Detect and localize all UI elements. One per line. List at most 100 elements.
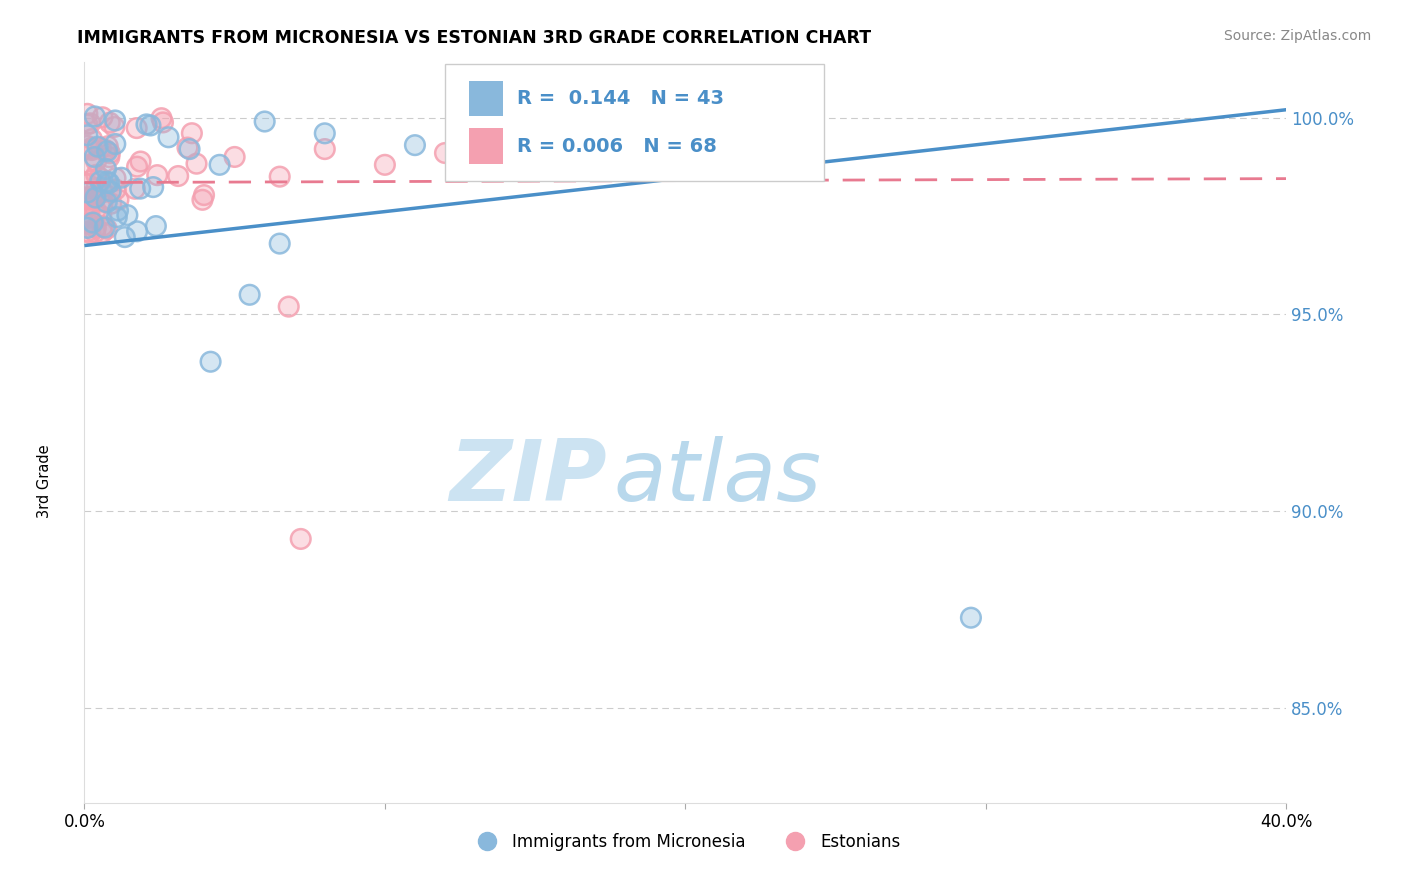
Point bbox=[98, 150, 121, 164]
Point bbox=[135, 117, 157, 131]
Point bbox=[290, 532, 312, 546]
Bar bbox=[470, 128, 503, 164]
Point bbox=[167, 169, 190, 183]
Point bbox=[84, 225, 107, 239]
Point bbox=[79, 217, 101, 231]
Point bbox=[80, 192, 103, 206]
Point bbox=[80, 192, 103, 206]
Point bbox=[150, 112, 173, 126]
Point bbox=[79, 217, 101, 231]
Point bbox=[146, 168, 169, 182]
Point bbox=[84, 154, 107, 169]
Point bbox=[89, 170, 111, 185]
Point bbox=[80, 173, 103, 187]
Bar bbox=[470, 81, 503, 117]
Point bbox=[142, 180, 165, 194]
Point bbox=[100, 185, 122, 199]
Point bbox=[76, 221, 98, 235]
Point bbox=[152, 115, 174, 129]
Point bbox=[96, 195, 118, 210]
Point bbox=[129, 181, 152, 195]
Point bbox=[89, 170, 111, 185]
Point bbox=[404, 138, 426, 153]
Point bbox=[76, 107, 98, 121]
Point bbox=[94, 143, 117, 157]
Point bbox=[94, 220, 117, 235]
Point bbox=[114, 230, 136, 244]
Point bbox=[77, 211, 100, 225]
Point bbox=[434, 146, 457, 161]
Point bbox=[82, 216, 104, 230]
Point bbox=[139, 119, 162, 133]
Point bbox=[193, 188, 215, 202]
Point bbox=[91, 186, 114, 200]
Point bbox=[104, 182, 127, 196]
Point bbox=[239, 287, 262, 301]
Point bbox=[91, 226, 114, 240]
Point bbox=[314, 142, 336, 156]
Point bbox=[84, 168, 107, 182]
Point bbox=[167, 169, 190, 183]
Point bbox=[434, 146, 457, 161]
Point bbox=[76, 186, 98, 200]
Point bbox=[89, 174, 111, 188]
Point bbox=[86, 139, 108, 153]
Point bbox=[960, 610, 983, 624]
Point bbox=[374, 158, 396, 172]
Point bbox=[91, 110, 114, 124]
Point bbox=[80, 173, 103, 187]
Point bbox=[100, 184, 122, 198]
Point bbox=[127, 224, 149, 238]
Point bbox=[180, 126, 202, 140]
Point bbox=[79, 207, 101, 221]
Point bbox=[90, 141, 112, 155]
Text: R =  0.144   N = 43: R = 0.144 N = 43 bbox=[517, 89, 724, 108]
Text: Source: ZipAtlas.com: Source: ZipAtlas.com bbox=[1223, 29, 1371, 43]
Point bbox=[96, 145, 118, 159]
Point bbox=[129, 154, 152, 169]
Point bbox=[76, 107, 98, 121]
Point bbox=[125, 121, 148, 136]
Point bbox=[644, 122, 666, 136]
Point bbox=[76, 186, 98, 200]
Point bbox=[84, 202, 107, 217]
Point bbox=[77, 198, 100, 212]
Point bbox=[79, 193, 101, 207]
Point bbox=[139, 119, 162, 133]
Point bbox=[79, 193, 101, 207]
Point bbox=[152, 115, 174, 129]
Point bbox=[98, 150, 121, 164]
Point bbox=[86, 139, 108, 153]
Point bbox=[90, 209, 112, 223]
Point bbox=[84, 202, 107, 217]
Point bbox=[104, 171, 127, 186]
Point bbox=[80, 143, 103, 157]
Point bbox=[127, 224, 149, 238]
Point bbox=[76, 177, 98, 191]
Point bbox=[157, 130, 180, 145]
Point bbox=[77, 211, 100, 225]
Point bbox=[191, 193, 214, 207]
Point bbox=[76, 225, 98, 239]
Point bbox=[96, 195, 118, 210]
Point bbox=[91, 219, 114, 233]
Point bbox=[269, 169, 291, 184]
Point bbox=[80, 141, 103, 155]
Point bbox=[80, 143, 103, 157]
Point bbox=[84, 168, 107, 182]
Point bbox=[83, 110, 105, 124]
Point bbox=[105, 210, 128, 224]
Point bbox=[76, 128, 98, 143]
Text: 3rd Grade: 3rd Grade bbox=[38, 445, 52, 518]
Point bbox=[89, 174, 111, 188]
Point bbox=[125, 160, 148, 174]
Point bbox=[224, 150, 246, 164]
Point bbox=[79, 207, 101, 221]
Point bbox=[84, 220, 107, 235]
Point bbox=[100, 185, 122, 199]
Point bbox=[96, 145, 118, 159]
Point bbox=[80, 158, 103, 172]
Point bbox=[125, 160, 148, 174]
Point bbox=[80, 132, 103, 146]
Point bbox=[117, 208, 139, 222]
